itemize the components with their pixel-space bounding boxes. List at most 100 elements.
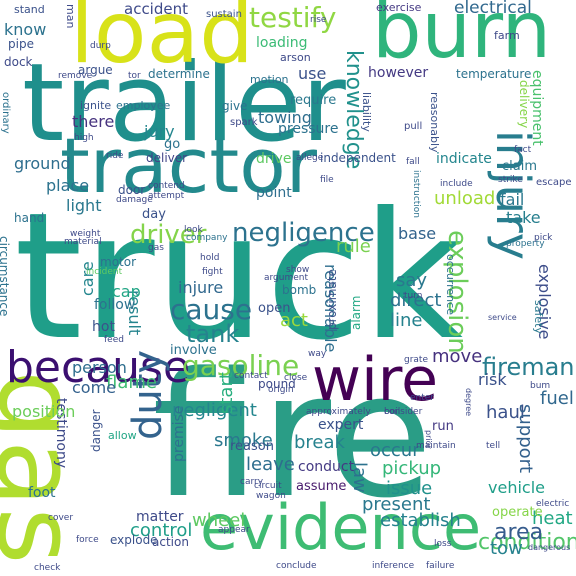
- word-move: move: [432, 346, 483, 367]
- word-present: present: [362, 494, 431, 515]
- word-issue: issue: [386, 478, 433, 499]
- word-force: force: [76, 535, 99, 545]
- word-expert: expert: [318, 417, 364, 433]
- word-gas-small: gas: [148, 243, 164, 253]
- word-follow: follow: [94, 297, 136, 313]
- word-open: open: [258, 301, 291, 316]
- word-condition: condition: [478, 530, 576, 555]
- word-direct: direct: [390, 290, 442, 311]
- word-driver: driver: [130, 220, 207, 250]
- word-injure: injure: [178, 278, 224, 297]
- word-prior: prior: [424, 430, 433, 449]
- word-matter: matter: [136, 509, 184, 525]
- word-independent: independent: [320, 151, 396, 165]
- word-conduct: conduct: [298, 459, 355, 475]
- word-fireman: fireman: [482, 353, 575, 381]
- word-degree: degree: [464, 388, 473, 417]
- word-man: man: [64, 4, 77, 29]
- word-sustain: sustain: [206, 9, 242, 20]
- word-spark: spark: [230, 117, 258, 128]
- word-dangerous: dangerous: [528, 543, 571, 552]
- word-jury: jury: [144, 122, 175, 141]
- word-leave: leave: [246, 454, 295, 475]
- word-heat: heat: [532, 508, 573, 529]
- word-bomb: bomb: [282, 283, 317, 297]
- word-maintain: maintain: [416, 441, 456, 451]
- word-say: say: [396, 270, 428, 291]
- word-show: show: [286, 265, 310, 275]
- word-turn: turn: [404, 291, 423, 301]
- word-area: area: [494, 520, 544, 545]
- word-material: material: [64, 237, 102, 247]
- word-proximate: proximate: [325, 269, 339, 330]
- word-motor: motor: [100, 255, 137, 269]
- word-require: require: [290, 93, 337, 108]
- word-ignite: ignite: [80, 99, 112, 112]
- word-allow: allow: [108, 429, 137, 442]
- word-place: place: [46, 176, 90, 195]
- word-company: company: [186, 233, 228, 243]
- word-check: check: [34, 563, 61, 573]
- word-go: go: [164, 137, 181, 152]
- word-position: position: [12, 402, 76, 421]
- word-circuit: circuit: [254, 481, 282, 491]
- word-inference: inference: [372, 561, 415, 571]
- word-fail: fail: [500, 190, 525, 209]
- word-know: know: [4, 20, 47, 39]
- word-arson: arson: [280, 51, 311, 64]
- word-allege: allege: [296, 153, 324, 163]
- word-equipment: equipment: [529, 70, 545, 146]
- word-high: high: [74, 133, 94, 143]
- word-haul: haul: [486, 402, 525, 423]
- word-point: point: [256, 185, 292, 201]
- word-enter: enter: [410, 393, 435, 403]
- word-assume: assume: [296, 479, 347, 494]
- word-person: person: [72, 358, 127, 377]
- word-pull: pull: [404, 121, 423, 132]
- word-negligence: negligence: [232, 218, 375, 248]
- word-smoke: smoke: [214, 430, 273, 451]
- word-tell: tell: [486, 441, 501, 451]
- word-take: take: [506, 208, 541, 227]
- word-fuel: fuel: [540, 388, 574, 409]
- word-hold: hold: [200, 253, 220, 263]
- word-conclude: conclude: [276, 561, 317, 571]
- word-safety: safety: [532, 300, 545, 334]
- word-establish: establish: [380, 510, 461, 531]
- word-deliver: deliver: [146, 151, 188, 165]
- word-pipe: pipe: [8, 37, 34, 51]
- word-liability: liability: [360, 92, 373, 132]
- word-burn: burn: [372, 0, 552, 76]
- word-way: way: [308, 349, 327, 359]
- word-farm: farm: [494, 29, 520, 42]
- word-damage: damage: [116, 195, 153, 205]
- word-stand: stand: [14, 3, 45, 16]
- word-gasoline: gasoline: [182, 349, 300, 382]
- word-because: because: [6, 342, 191, 393]
- word-wire: wire: [312, 345, 439, 415]
- word-hot: hot: [92, 319, 115, 335]
- word-drive: drive: [256, 151, 292, 167]
- word-close: close: [284, 373, 308, 383]
- word-escape: escape: [536, 177, 572, 188]
- word-origin: origin: [268, 385, 294, 395]
- word-argue: argue: [78, 63, 113, 77]
- word-approximately: approximately: [306, 407, 371, 417]
- word-rise: rise: [310, 15, 327, 25]
- word-grate: grate: [404, 355, 428, 365]
- word-ride: ride: [106, 151, 124, 161]
- word-occurrence: occurrence: [444, 254, 457, 315]
- word-alarm: alarm: [349, 295, 363, 330]
- word-negligent: negligent: [172, 400, 257, 421]
- word-pickup: pickup: [382, 458, 442, 479]
- word-action: action: [152, 535, 189, 549]
- word-door: door: [118, 183, 146, 197]
- word-temperature: temperature: [456, 67, 532, 81]
- word-towing: towing: [258, 108, 312, 127]
- word-unload: unload: [434, 188, 496, 209]
- word-ground: ground: [14, 154, 71, 173]
- word-foot: foot: [28, 485, 56, 501]
- word-fact: fact: [514, 145, 532, 155]
- word-explode: explode: [110, 533, 158, 547]
- word-tractor: tractor: [60, 121, 317, 210]
